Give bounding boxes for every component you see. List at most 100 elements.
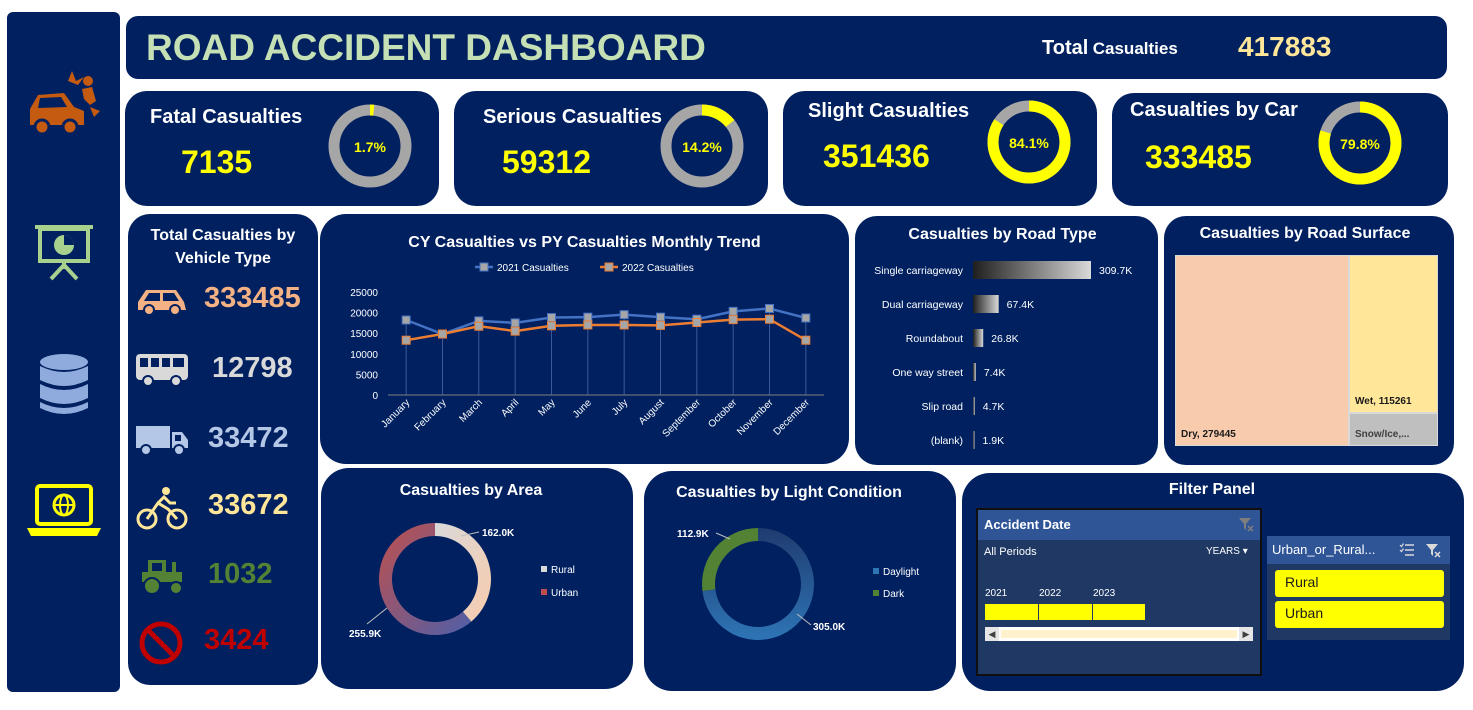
timeline-selected-range[interactable] bbox=[985, 604, 1145, 620]
road-type-value: 309.7K bbox=[1099, 265, 1132, 277]
road-surface-treemap: Dry, 279445 Wet, 115261 Snow/Ice,... bbox=[1175, 255, 1438, 446]
y-tick-label: 15000 bbox=[350, 329, 378, 340]
kpi-title: Slight Casualties bbox=[808, 100, 970, 122]
legend-marker bbox=[604, 262, 614, 272]
timeline-title: Accident Date bbox=[984, 517, 1071, 532]
x-tick-label: September bbox=[661, 397, 704, 440]
database-icon[interactable] bbox=[7, 352, 120, 418]
y-tick-label: 5000 bbox=[356, 370, 379, 381]
data-point bbox=[801, 313, 811, 323]
donut-slice-urban bbox=[379, 523, 472, 635]
vehicle-value: 1032 bbox=[208, 558, 273, 590]
presentation-chart-icon[interactable] bbox=[7, 217, 120, 283]
data-point bbox=[619, 310, 629, 320]
road-type-bar bbox=[973, 329, 984, 347]
chart-title: Casualties by Area bbox=[399, 482, 543, 499]
data-point bbox=[510, 318, 520, 328]
legend-label: 2021 Casualties bbox=[497, 263, 569, 274]
chart-title: Casualties by Road Type bbox=[908, 226, 1097, 243]
road-type-value: 4.7K bbox=[983, 401, 1005, 413]
vehicle-value: 33472 bbox=[208, 422, 289, 454]
page-title: ROAD ACCIDENT DASHBOARD bbox=[146, 27, 706, 68]
scroll-left-icon[interactable]: ◀ bbox=[985, 627, 999, 641]
x-tick-label: October bbox=[706, 397, 739, 430]
total-casualties-label: Total Casualties bbox=[1042, 37, 1178, 59]
data-point bbox=[510, 326, 520, 336]
slicer-title: Urban_or_Rural... bbox=[1272, 542, 1376, 557]
x-tick-label: December bbox=[772, 397, 813, 438]
chart-title: Casualties by Light Condition bbox=[676, 484, 902, 501]
data-point bbox=[728, 315, 738, 325]
road-type-panel: Casualties by Road Type Single carriagew… bbox=[855, 216, 1158, 465]
vehicle-panel-title: Total Casualties by Vehicle Type bbox=[150, 227, 296, 267]
filter-panel-title: Filter Panel bbox=[1168, 481, 1256, 498]
bus-icon bbox=[136, 354, 188, 387]
x-tick-label: June bbox=[571, 397, 594, 420]
kpi-value: 59312 bbox=[502, 144, 591, 180]
monthly-trend-panel: CY Casualties vs PY Casualties Monthly T… bbox=[320, 214, 849, 464]
road-type-bar bbox=[973, 363, 976, 381]
data-point bbox=[401, 315, 411, 325]
data-point bbox=[401, 335, 411, 345]
car-crash-icon[interactable] bbox=[7, 67, 120, 147]
truck-icon bbox=[136, 426, 188, 456]
treemap-tile-snow: Snow/Ice,... bbox=[1349, 413, 1438, 446]
slicer-item-rural[interactable]: Rural bbox=[1275, 570, 1444, 597]
timeline-scrollbar[interactable]: ◀ ▶ bbox=[985, 627, 1253, 641]
vehicle-value: 3424 bbox=[204, 624, 269, 656]
data-point bbox=[619, 320, 629, 330]
timeline-slicer: Accident Date All Periods YEARS ▾ 2021 2… bbox=[976, 508, 1262, 676]
kpi-title: Serious Casualties bbox=[483, 106, 662, 128]
total-casualties-value: 417883 bbox=[1238, 31, 1332, 62]
laptop-globe-icon[interactable] bbox=[7, 482, 120, 542]
timeline-unit-dropdown[interactable]: YEARS ▾ bbox=[1206, 546, 1248, 557]
clear-filter-icon[interactable] bbox=[1425, 542, 1441, 558]
x-tick-label: April bbox=[499, 397, 521, 419]
scroll-thumb[interactable] bbox=[1001, 630, 1237, 638]
car-icon bbox=[138, 290, 186, 316]
monthly-trend-chart: 2021 Casualties 2022 Casualties 0 5000 1000… bbox=[350, 262, 824, 440]
light-legend: Daylight Dark bbox=[873, 567, 919, 600]
vehicle-row-bicycle: 33672 bbox=[128, 485, 318, 530]
series-line bbox=[405, 317, 807, 342]
legend-marker bbox=[479, 262, 489, 272]
filter-panel: Filter Panel Accident Date All Periods Y… bbox=[962, 473, 1464, 691]
road-type-label: Slip road bbox=[922, 401, 964, 413]
data-point bbox=[765, 314, 774, 324]
area-slicer: Urban_or_Rural... Rural Urban bbox=[1267, 536, 1450, 640]
kpi-donut: 79.8% bbox=[1318, 101, 1402, 185]
slicer-header: Urban_or_Rural... bbox=[1267, 536, 1450, 564]
data-label-rural: 162.0K bbox=[482, 528, 515, 539]
y-tick-label: 10000 bbox=[350, 350, 378, 361]
x-tick-label: November bbox=[735, 397, 776, 438]
data-point bbox=[583, 320, 593, 330]
kpi-donut: 84.1% bbox=[987, 100, 1071, 184]
road-type-label: One way street bbox=[892, 367, 963, 379]
data-point bbox=[583, 312, 593, 322]
x-tick-label: January bbox=[379, 397, 412, 430]
x-tick-label: August bbox=[637, 397, 667, 427]
road-type-value: 67.4K bbox=[1007, 299, 1034, 311]
slicer-item-urban[interactable]: Urban bbox=[1275, 601, 1444, 628]
kpi-card-fatal: Fatal Casualties 7135 1.7% bbox=[125, 91, 439, 206]
data-point bbox=[765, 303, 774, 313]
multi-select-icon[interactable] bbox=[1399, 542, 1415, 558]
timeline-year-label: 2021 bbox=[985, 588, 1008, 599]
donut-slice-rural bbox=[435, 523, 491, 622]
data-point bbox=[801, 335, 811, 345]
chart-title: CY Casualties vs PY Casualties Monthly T… bbox=[408, 234, 761, 251]
data-point bbox=[692, 317, 702, 327]
road-type-value: 1.9K bbox=[983, 435, 1005, 447]
series-line bbox=[405, 307, 807, 336]
road-type-value: 26.8K bbox=[991, 333, 1018, 345]
vehicle-value: 333485 bbox=[204, 282, 301, 314]
clear-filter-icon[interactable] bbox=[1238, 516, 1254, 532]
kpi-card-slight: Slight Casualties 351436 84.1% bbox=[783, 91, 1097, 206]
road-type-chart: Single carriageway 309.7K Dual carriageway… bbox=[874, 261, 1132, 449]
vehicle-row-truck: 33472 bbox=[128, 418, 318, 462]
kpi-value: 333485 bbox=[1145, 139, 1252, 175]
kpi-donut: 1.7% bbox=[328, 104, 412, 188]
data-point bbox=[438, 329, 447, 339]
vehicle-type-panel: Total Casualties by Vehicle Type 333485 … bbox=[128, 214, 318, 685]
scroll-right-icon[interactable]: ▶ bbox=[1239, 627, 1253, 641]
